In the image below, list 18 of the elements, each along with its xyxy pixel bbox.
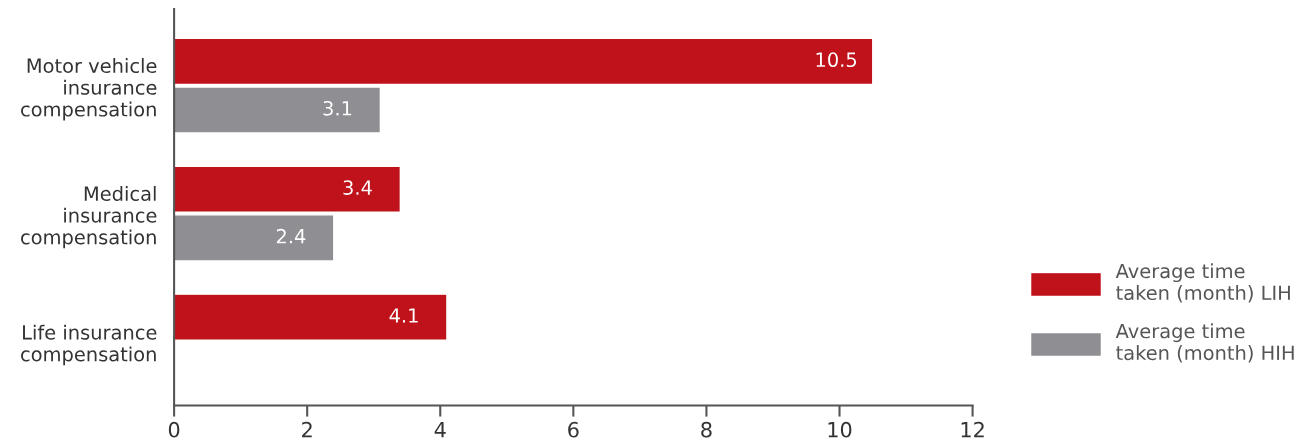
data-label: 3.1 [323, 100, 352, 116]
legend-label: Average time taken (month) HIH [1115, 323, 1294, 363]
data-label: 10.5 [816, 52, 857, 68]
x-tick-label: 2 [302, 421, 312, 438]
data-label: 4.1 [389, 308, 418, 323]
data-label: 2.4 [276, 228, 306, 244]
x-tick-label: 8 [701, 421, 712, 438]
data-label: 3.4 [343, 180, 372, 195]
x-tick-label: 0 [168, 421, 180, 438]
x-tick-label: 4 [434, 422, 446, 438]
x-tick-label: 6 [568, 421, 579, 438]
x-tick-label: 10 [828, 421, 852, 438]
y-tick-label: Life insurance compensation [21, 324, 157, 366]
bar [174, 293, 448, 341]
x-tick-label: 12 [961, 421, 984, 438]
y-tick-label: Motor vehicle insurance compensation [21, 58, 157, 121]
legend-label: Average time taken (month) LIH [1115, 263, 1290, 303]
y-tick-label: Medical insurance compensation [21, 185, 157, 249]
